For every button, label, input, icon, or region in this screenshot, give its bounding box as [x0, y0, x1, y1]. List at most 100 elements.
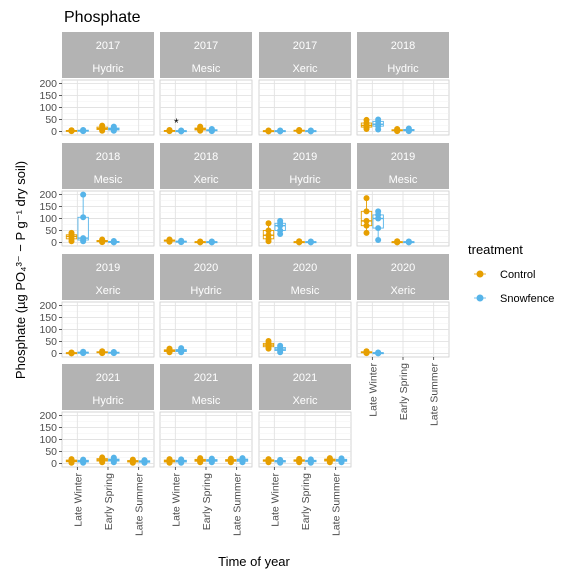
- facet-strip: [160, 254, 252, 300]
- box-control: [293, 126, 305, 135]
- data-point: [363, 222, 370, 229]
- y-tick-label: 100: [39, 213, 57, 225]
- data-point: [178, 127, 185, 134]
- x-tick-label: Late Winter: [269, 473, 281, 527]
- box-control: [360, 116, 373, 133]
- data-point: [68, 349, 75, 356]
- facet-panel: 2019 Mesic: [356, 143, 450, 247]
- facet-panel: 2018 Hydric: [356, 32, 450, 136]
- box-control: [65, 229, 78, 245]
- data-point: [394, 238, 401, 245]
- y-tick-label: 150: [39, 90, 57, 102]
- data-point: [307, 127, 314, 134]
- data-point: [110, 123, 117, 130]
- data-point: [99, 122, 106, 129]
- data-point: [363, 116, 370, 123]
- box-snowfence: [274, 456, 286, 466]
- box-control: [65, 349, 78, 357]
- strip-site-label: Xeric: [292, 63, 318, 75]
- x-tick-label: Late Summer: [429, 363, 441, 427]
- data-point: [80, 214, 87, 221]
- box-snowfence: [403, 125, 415, 135]
- facet-panel: 2020 Xeric: [356, 254, 450, 358]
- y-tick-label: 0: [51, 237, 57, 249]
- data-point: [277, 217, 284, 224]
- strip-year-label: 2017: [96, 40, 120, 52]
- facet-panel: 2021 Xeric: [258, 364, 352, 468]
- facet-strip: [62, 364, 154, 410]
- strip-year-label: 2017: [194, 40, 218, 52]
- y-tick-label: 50: [45, 114, 57, 126]
- box-control: [96, 454, 108, 466]
- box-snowfence: [403, 238, 415, 246]
- box-snowfence: [108, 237, 120, 246]
- strip-year-label: 2018: [391, 40, 415, 52]
- box-snowfence: [305, 127, 317, 135]
- box-control: [360, 195, 373, 236]
- box-control: [391, 238, 403, 246]
- y-tick-label: 100: [39, 102, 57, 114]
- strip-year-label: 2019: [96, 262, 120, 274]
- box-snowfence: [175, 456, 187, 466]
- box-control: [194, 123, 206, 134]
- x-tick-label: Early Spring: [398, 363, 410, 420]
- y-tick-label: 50: [45, 336, 57, 348]
- facet-strip: [62, 254, 154, 300]
- data-point: [265, 337, 272, 344]
- strip-year-label: 2017: [293, 40, 317, 52]
- box-snowfence: [175, 237, 187, 246]
- strip-site-label: Hydric: [92, 395, 124, 407]
- facet-strip: [62, 143, 154, 189]
- data-point: [141, 457, 148, 464]
- strip-site-label: Mesic: [389, 174, 418, 186]
- box-control: [163, 126, 176, 135]
- y-tick-label: 100: [39, 324, 57, 336]
- strip-year-label: 2019: [391, 151, 415, 163]
- facet-strip: [160, 143, 252, 189]
- data-point: [363, 208, 370, 215]
- strip-site-label: Mesic: [94, 174, 123, 186]
- y-tick-label: 50: [45, 446, 57, 458]
- facet-panel: 2017 Xeric: [258, 32, 352, 136]
- facet-strip: [259, 32, 351, 78]
- box-snowfence: [206, 126, 218, 135]
- x-tick-label: Late Winter: [367, 363, 379, 417]
- data-point: [166, 126, 173, 133]
- y-tick-label: 200: [39, 410, 57, 422]
- box-snowfence: [372, 349, 384, 357]
- y-tick-label: 200: [39, 300, 57, 312]
- facet-strip: [259, 254, 351, 300]
- data-point: [296, 455, 303, 462]
- facet-strip: [259, 364, 351, 410]
- strip-year-label: 2020: [293, 262, 317, 274]
- y-axis-title: Phosphate (µg PO₄³⁻ − P g⁻¹ dry soil): [13, 161, 28, 379]
- data-point: [277, 342, 284, 349]
- x-tick-label: Late Summer: [232, 473, 244, 537]
- facet-panel: 2018 Xeric: [159, 143, 253, 247]
- strip-site-label: Xeric: [292, 395, 318, 407]
- data-point: [178, 456, 185, 463]
- data-point: [99, 348, 106, 355]
- box-snowfence: [274, 217, 286, 238]
- box-control: [225, 455, 237, 466]
- data-point: [166, 236, 173, 243]
- y-tick-label: 0: [51, 458, 57, 470]
- data-point: [265, 220, 272, 227]
- legend-label-snowfence: Snowfence: [500, 293, 554, 305]
- box-control: [391, 126, 403, 135]
- box-snowfence: [372, 116, 384, 133]
- box-control: [163, 236, 176, 245]
- box-snowfence: [305, 456, 317, 466]
- strip-site-label: Hydric: [92, 63, 124, 75]
- data-point: [197, 238, 204, 245]
- data-point: [277, 456, 284, 463]
- box-snowfence: [372, 208, 384, 244]
- box-snowfence: [274, 342, 286, 356]
- box-control: [262, 337, 275, 352]
- facet-strip: [259, 143, 351, 189]
- data-point: [338, 455, 345, 462]
- strip-site-label: Xeric: [95, 285, 121, 297]
- box-snowfence: [108, 454, 120, 466]
- data-point: [208, 455, 215, 462]
